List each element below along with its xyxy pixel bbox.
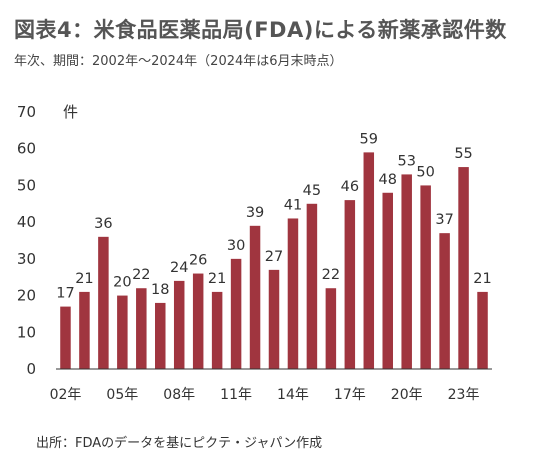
bar <box>268 269 280 369</box>
data-label: 39 <box>246 205 264 221</box>
data-label: 36 <box>94 216 112 232</box>
bar <box>136 288 147 369</box>
data-label: 21 <box>473 271 491 287</box>
bar <box>287 218 299 369</box>
bar <box>344 200 356 369</box>
bar <box>211 291 223 369</box>
y-tick-label: 70 <box>17 103 36 121</box>
x-tick-label: 02年 <box>50 387 82 403</box>
bar <box>230 258 242 369</box>
y-tick-label: 60 <box>17 140 36 158</box>
data-label: 48 <box>379 172 397 188</box>
bar <box>79 291 90 369</box>
chart-subtitle: 年次、期間：2002年～2024年（2024年は6月末時点） <box>14 54 343 69</box>
y-tick-label: 0 <box>26 360 36 378</box>
x-axis-ticks: 02年 05年 08年 11年 14年 17年 20年 23年 <box>50 387 480 403</box>
y-tick-label: 30 <box>17 250 36 268</box>
data-label: 41 <box>284 197 302 213</box>
y-tick-label: 50 <box>17 176 36 194</box>
y-axis-unit-label: 件 <box>63 103 78 121</box>
data-label: 37 <box>435 212 453 228</box>
y-tick-label: 20 <box>17 287 36 305</box>
data-label: 20 <box>113 275 131 291</box>
bar <box>420 185 431 369</box>
bar <box>477 291 488 369</box>
bar <box>439 233 450 369</box>
bar <box>98 236 109 369</box>
data-label: 17 <box>56 286 74 302</box>
data-label: 50 <box>416 164 434 180</box>
data-label: 53 <box>397 153 415 169</box>
bar <box>306 203 318 369</box>
bar <box>458 167 469 369</box>
chart-title: 図表4：米食品医薬品局(FDA)による新薬承認件数 <box>14 18 507 42</box>
data-label: 24 <box>170 260 188 276</box>
bar <box>382 192 393 369</box>
y-axis-ticks: 0 10 20 30 40 50 60 70 <box>17 103 36 378</box>
source-note: 出所：FDAのデータを基にピクテ・ジャパン作成 <box>36 436 323 451</box>
data-label: 18 <box>151 282 169 298</box>
data-label: 59 <box>360 131 378 147</box>
bar <box>249 225 261 369</box>
data-label: 30 <box>227 238 245 254</box>
x-tick-label: 14年 <box>277 387 309 403</box>
bar <box>60 306 71 369</box>
data-label: 27 <box>265 249 283 265</box>
data-label: 22 <box>132 267 150 283</box>
bar <box>173 280 185 369</box>
bar <box>155 302 166 369</box>
data-label: 21 <box>208 271 226 287</box>
data-label: 55 <box>454 146 472 162</box>
data-label: 21 <box>75 271 93 287</box>
x-tick-label: 05年 <box>106 387 138 403</box>
x-tick-label: 08年 <box>163 387 195 403</box>
bar <box>117 295 128 369</box>
data-label: 26 <box>189 253 207 269</box>
bar <box>401 174 412 369</box>
bar <box>363 152 375 369</box>
data-label: 45 <box>303 183 321 199</box>
x-tick-label: 23年 <box>448 387 480 403</box>
data-label: 22 <box>322 267 340 283</box>
x-tick-label: 20年 <box>391 387 423 403</box>
bar <box>325 288 337 369</box>
x-tick-label: 17年 <box>334 387 366 403</box>
x-tick-label: 11年 <box>220 387 252 403</box>
bar-series <box>60 152 488 369</box>
data-label: 46 <box>341 179 359 195</box>
bar <box>192 273 204 369</box>
y-tick-label: 10 <box>17 323 36 341</box>
y-tick-label: 40 <box>17 213 36 231</box>
